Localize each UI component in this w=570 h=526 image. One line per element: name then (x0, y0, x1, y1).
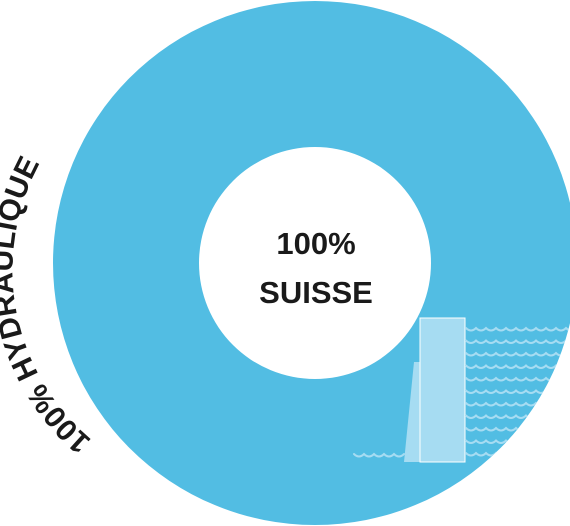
water-wave-line (465, 364, 570, 369)
dam-with-water-waves-icon (353, 317, 570, 463)
dam-front-icon (419, 317, 466, 463)
water-waves-left-icon (353, 452, 405, 458)
water-wave-line (465, 339, 570, 344)
center-label-country: SUISSE (259, 275, 373, 310)
water-wave-line (465, 376, 570, 382)
center-label-percent: 100% (276, 226, 355, 261)
water-wave-line (465, 326, 570, 332)
water-wave-line (353, 452, 405, 458)
water-wave-line (465, 401, 570, 407)
dam-side-icon (404, 362, 420, 462)
donut-slice-hydraulique (53, 1, 570, 525)
water-wave-line (465, 389, 570, 394)
water-wave-line (465, 351, 570, 357)
